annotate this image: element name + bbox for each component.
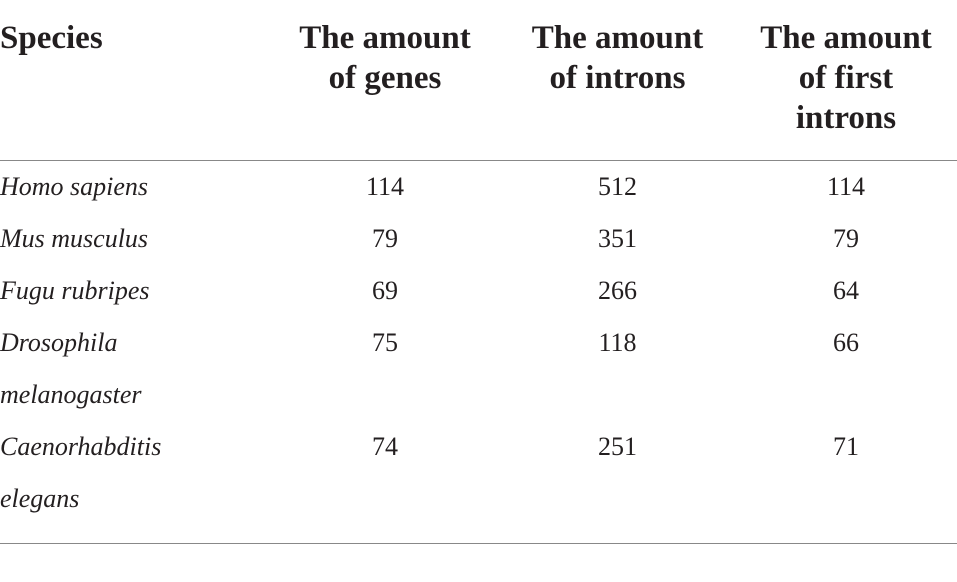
header-text: Species bbox=[0, 20, 103, 56]
count-cell: 71 bbox=[735, 421, 957, 544]
page: Species The amount of genes The amount o… bbox=[0, 18, 957, 582]
header-cell: The amount of first introns bbox=[735, 18, 957, 161]
table-header: Species The amount of genes The amount o… bbox=[0, 18, 957, 161]
header-cell: The amount of introns bbox=[500, 18, 735, 161]
table-row: Fugu rubripes 69 266 64 bbox=[0, 265, 957, 317]
count-cell: 69 bbox=[372, 276, 398, 305]
table-row: Caenorhabditis elegans 74 251 71 bbox=[0, 421, 957, 544]
table-row: Homo sapiens 114 512 114 bbox=[0, 161, 957, 214]
count-cell: 512 bbox=[598, 172, 637, 201]
count-cell: 251 bbox=[500, 421, 735, 544]
count-cell: 351 bbox=[598, 224, 637, 253]
header-cell: Species bbox=[0, 18, 270, 161]
count-cell: 64 bbox=[833, 276, 859, 305]
header-text: The amount of genes bbox=[299, 20, 471, 96]
header-row: Species The amount of genes The amount o… bbox=[0, 18, 957, 161]
table-row: Mus musculus 79 351 79 bbox=[0, 213, 957, 265]
species-cell: Caenorhabditis elegans bbox=[0, 421, 270, 544]
table-body: Homo sapiens 114 512 114 Mus musculus 79 351 79… bbox=[0, 161, 957, 544]
count-cell: 118 bbox=[598, 328, 637, 357]
header-cell: The amount of genes bbox=[270, 18, 500, 161]
table-row: Drosophila melanogaster 75 118 66 bbox=[0, 317, 957, 421]
species-cell: Homo sapiens bbox=[0, 172, 149, 201]
data-table: Species The amount of genes The amount o… bbox=[0, 18, 957, 544]
header-text: The amount of introns bbox=[531, 20, 704, 96]
count-cell: 66 bbox=[833, 328, 859, 357]
count-cell: 79 bbox=[372, 224, 398, 253]
header-text: The amount of first introns bbox=[760, 20, 932, 136]
count-cell: 74 bbox=[270, 421, 500, 544]
count-cell: 75 bbox=[372, 328, 398, 357]
count-cell: 266 bbox=[598, 276, 637, 305]
count-cell: 79 bbox=[833, 224, 859, 253]
species-cell: Fugu rubripes bbox=[0, 276, 150, 305]
species-cell: Mus musculus bbox=[0, 224, 149, 253]
species-cell: Drosophila melanogaster bbox=[0, 328, 142, 409]
count-cell: 114 bbox=[365, 172, 405, 201]
count-cell: 114 bbox=[826, 172, 866, 201]
